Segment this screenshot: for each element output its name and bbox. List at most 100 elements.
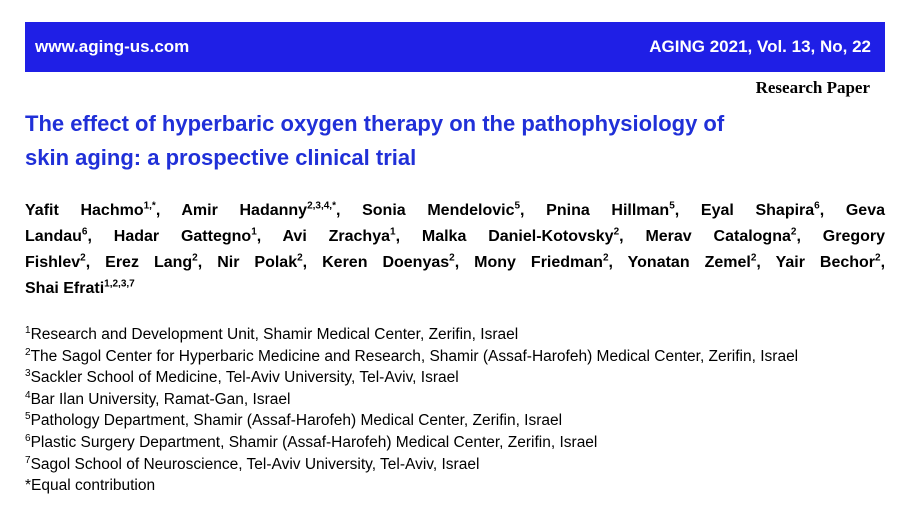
author-name: Erez Lang xyxy=(105,254,193,271)
author: Geva xyxy=(846,202,885,219)
separator: , xyxy=(756,254,761,271)
affiliation: 7Sagol School of Neuroscience, Tel-Aviv … xyxy=(25,454,798,476)
author-name: Eyal Shapira xyxy=(700,202,815,219)
separator: , xyxy=(454,254,460,271)
author-name: Malka Daniel-Kotovsky xyxy=(421,228,614,245)
affiliation-number: 6 xyxy=(25,432,31,444)
separator: , xyxy=(87,228,92,245)
separator: , xyxy=(619,228,624,245)
separator: , xyxy=(608,254,613,271)
author-affiliation: 2 xyxy=(790,226,797,238)
affiliation-number: 7 xyxy=(25,454,31,466)
author-affiliation: 2 xyxy=(449,252,455,264)
affiliation-text: Sagol School of Neuroscience, Tel-Aviv U… xyxy=(30,455,480,473)
author-line: Yafit Hachmo1,*, Amir Hadanny2,3,4,*, So… xyxy=(25,198,885,224)
author: Eyal Shapira6, xyxy=(700,200,825,219)
author-affiliation: 5 xyxy=(514,200,521,212)
author-affiliation: 1 xyxy=(390,226,396,238)
author: Amir Hadanny2,3,4,*, xyxy=(181,200,341,219)
author-name: Geva xyxy=(845,202,885,219)
separator: , xyxy=(335,202,341,219)
affiliation-number: 3 xyxy=(25,368,31,380)
title-line: skin aging: a prospective clinical trial xyxy=(25,145,417,170)
author-name: Hadar Gattegno xyxy=(113,228,252,245)
affiliation-number: 5 xyxy=(25,411,31,423)
author: Merav Catalogna2, xyxy=(645,226,801,245)
author: Mony Friedman2, xyxy=(474,252,613,271)
author: Malka Daniel-Kotovsky2, xyxy=(421,226,624,245)
separator: , xyxy=(256,228,262,245)
authors: Yafit Hachmo1,*, Amir Hadanny2,3,4,*, So… xyxy=(25,198,885,302)
author: Landau6, xyxy=(25,226,92,245)
article-type: Research Paper xyxy=(755,78,870,97)
author: Erez Lang2, xyxy=(105,252,203,271)
affiliation-text: Sackler School of Medicine, Tel-Aviv Uni… xyxy=(30,369,459,387)
affiliation-text: Research and Development Unit, Shamir Me… xyxy=(30,326,519,343)
author: Yair Bechor2, xyxy=(776,252,886,271)
author-line: Fishlev2, Erez Lang2, Nir Polak2, Keren … xyxy=(25,250,885,276)
author-name: Fishlev xyxy=(25,254,81,271)
affiliation-number: 4 xyxy=(25,389,31,401)
affiliations: 1Research and Development Unit, Shamir M… xyxy=(25,324,798,497)
footnote: *Equal contribution xyxy=(25,477,156,495)
author: Shai Efrati1,2,3,7 xyxy=(25,278,135,297)
affiliation-number: 1 xyxy=(25,324,31,336)
separator: , xyxy=(880,254,886,271)
author-affiliation: 2 xyxy=(875,252,881,264)
separator: , xyxy=(85,254,91,271)
author-affiliation: 1,2,3,7 xyxy=(104,278,135,290)
author: Fishlev2, xyxy=(25,252,91,271)
author: Hadar Gattegno1, xyxy=(113,227,262,245)
author: Gregory xyxy=(823,228,885,245)
affiliation-number: 2 xyxy=(25,346,31,358)
author: Keren Doenyas2, xyxy=(322,252,460,271)
author-name: Shai Efrati xyxy=(25,280,105,297)
title-line: The effect of hyperbaric oxygen therapy … xyxy=(25,111,725,136)
author-affiliation: 2,3,4,* xyxy=(307,200,336,212)
affiliation: 6Plastic Surgery Department, Shamir (Ass… xyxy=(25,432,798,454)
author-affiliation: 6 xyxy=(81,226,88,238)
author: Pnina Hillman5, xyxy=(546,200,680,219)
author-affiliation: 6 xyxy=(814,200,820,212)
separator: , xyxy=(796,228,801,245)
separator: , xyxy=(674,202,680,219)
author-name: Yafit Hachmo xyxy=(25,202,144,219)
author-name: Mony Friedman xyxy=(474,254,603,271)
author-name: Pnina Hillman xyxy=(546,202,670,219)
author-affiliation: 2 xyxy=(602,252,609,264)
header-bar: www.aging-us.com AGING 2021, Vol. 13, No… xyxy=(25,22,885,72)
affiliation: 4Bar Ilan University, Ramat-Gan, Israel xyxy=(25,389,798,411)
author-name: Avi Zrachya xyxy=(282,228,390,245)
author-name: Amir Hadanny xyxy=(181,202,308,219)
journal-info: AGING 2021, Vol. 13, No, 22 xyxy=(649,37,871,56)
separator: , xyxy=(395,228,401,245)
author-line: Landau6, Hadar Gattegno1, Avi Zrachya1, … xyxy=(25,224,885,250)
affiliation: 1Research and Development Unit, Shamir M… xyxy=(25,324,798,346)
author-name: Landau xyxy=(25,228,82,245)
affiliation: 5Pathology Department, Shamir (Assaf-Har… xyxy=(25,410,798,432)
author-line: Shai Efrati1,2,3,7 xyxy=(25,276,885,302)
separator: , xyxy=(819,202,825,219)
affiliation-text: Plastic Surgery Department, Shamir (Assa… xyxy=(30,433,598,451)
author-affiliation: 2 xyxy=(750,252,757,264)
author-name: Keren Doenyas xyxy=(322,254,450,271)
author-affiliation: 5 xyxy=(669,200,675,212)
separator: , xyxy=(520,202,525,219)
separator: , xyxy=(302,254,308,271)
site-url: www.aging-us.com xyxy=(35,37,190,56)
affiliation-text: Bar Ilan University, Ramat-Gan, Israel xyxy=(30,390,291,408)
author-name: Sonia Mendelovic xyxy=(362,202,515,219)
author-affiliation: 2 xyxy=(192,252,198,264)
author: Sonia Mendelovic5, xyxy=(362,200,525,219)
author-name: Merav Catalogna xyxy=(645,228,791,245)
author: Avi Zrachya1, xyxy=(282,226,401,245)
author-affiliation: 2 xyxy=(297,252,303,264)
author-name: Nir Polak xyxy=(217,254,298,271)
separator: , xyxy=(155,202,161,219)
author: Yafit Hachmo1,*, xyxy=(25,201,161,219)
author-affiliation: 2 xyxy=(80,252,86,264)
affiliation: 3Sackler School of Medicine, Tel-Aviv Un… xyxy=(25,367,798,389)
author-affiliation: 2 xyxy=(613,226,620,238)
separator: , xyxy=(197,254,203,271)
